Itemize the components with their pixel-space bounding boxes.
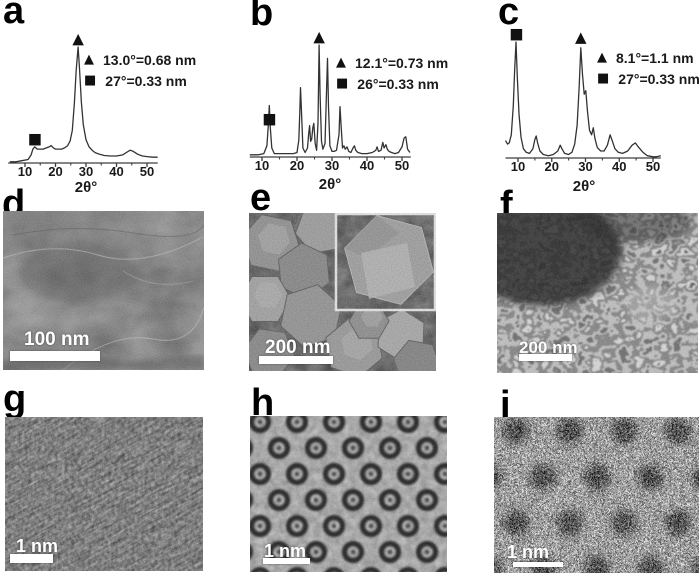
tem-image-i <box>494 417 699 573</box>
panel-label-a: a <box>3 0 25 32</box>
scale-bar-i <box>513 562 563 567</box>
svg-text:50: 50 <box>140 164 154 179</box>
scale-bar-e <box>259 356 333 364</box>
xrd-chart-c: 10 20 30 40 50 ■ ▲ <box>504 25 661 174</box>
svg-text:40: 40 <box>612 159 626 174</box>
triangle-marker-icon: ▲ <box>336 55 346 70</box>
svg-text:▲: ▲ <box>575 28 587 46</box>
square-marker-icon: ■ <box>336 76 349 91</box>
legend-row: ■ 26°=0.33 nm <box>336 73 448 94</box>
legend-a-line1: 13.0°=0.68 nm <box>103 51 197 68</box>
square-marker-icon: ■ <box>84 73 97 88</box>
svg-text:▲: ▲ <box>72 30 84 48</box>
scale-bar-label-e: 200 nm <box>265 337 331 358</box>
tem-image-h <box>250 416 447 572</box>
svg-text:50: 50 <box>646 159 660 174</box>
square-marker-icon: ■ <box>597 71 610 86</box>
scale-bar-g <box>10 554 53 563</box>
svg-text:▲: ▲ <box>313 28 325 46</box>
legend-c-line1: 8.1°=1.1 nm <box>616 49 694 66</box>
panel-label-i: i <box>500 384 511 426</box>
legend-row: ■ 27°=0.33 nm <box>84 70 196 91</box>
svg-text:40: 40 <box>109 164 123 179</box>
scale-bar-h <box>263 558 310 564</box>
x-axis-label-c: 2θ° <box>572 178 596 195</box>
svg-text:10: 10 <box>255 158 269 173</box>
legend-b-line1: 12.1°=0.73 nm <box>355 54 449 71</box>
xrd-chart-a: 10 20 30 40 50 ▲ ■ <box>8 30 158 179</box>
svg-text:30: 30 <box>79 164 93 179</box>
legend-b: ▲ 12.1°=0.73 nm ■ 26°=0.33 nm <box>336 52 448 94</box>
triangle-marker-icon: ▲ <box>84 52 94 67</box>
tem-image-g <box>5 417 203 571</box>
scale-bar-d <box>10 351 100 361</box>
scale-bar-label-h: 1 nm <box>264 541 307 561</box>
panel-label-h: h <box>251 382 275 424</box>
legend-c-line2: 27°=0.33 nm <box>618 70 700 87</box>
svg-text:■: ■ <box>262 109 276 127</box>
sem-image-f <box>497 213 698 373</box>
scale-bar-label-g: 1 nm <box>16 536 59 556</box>
triangle-marker-icon: ▲ <box>597 50 607 65</box>
legend-row: ■ 27°=0.33 nm <box>597 68 700 89</box>
panel-label-g: g <box>3 378 27 420</box>
svg-text:30: 30 <box>325 158 339 173</box>
legend-b-line2: 26°=0.33 nm <box>357 75 439 92</box>
x-axis-label-b: 2θ° <box>318 176 342 193</box>
svg-text:10: 10 <box>511 159 525 174</box>
svg-text:20: 20 <box>545 159 559 174</box>
x-axis-label-a: 2θ° <box>74 179 98 196</box>
sem-image-e <box>249 213 436 371</box>
legend-a-line2: 27°=0.33 nm <box>105 72 187 89</box>
svg-text:20: 20 <box>48 164 62 179</box>
scale-bar-label-d: 100 nm <box>24 329 90 350</box>
svg-text:40: 40 <box>360 158 374 173</box>
scale-bar-f <box>519 354 572 361</box>
panel-label-c: c <box>498 0 520 33</box>
panel-label-e: e <box>250 177 272 219</box>
scale-bar-label-i: 1 nm <box>507 542 550 562</box>
legend-row: ▲ 8.1°=1.1 nm <box>597 47 700 68</box>
legend-row: ▲ 12.1°=0.73 nm <box>336 52 448 73</box>
svg-text:■: ■ <box>509 25 523 43</box>
scale-bar-label-f: 200 nm <box>519 338 578 357</box>
svg-text:30: 30 <box>578 159 592 174</box>
legend-c: ▲ 8.1°=1.1 nm ■ 27°=0.33 nm <box>597 47 700 89</box>
svg-text:10: 10 <box>18 164 32 179</box>
legend-row: ▲ 13.0°=0.68 nm <box>84 49 196 70</box>
xrd-chart-b: 10 20 30 40 50 ▲ ■ <box>249 28 411 173</box>
svg-text:50: 50 <box>395 158 409 173</box>
svg-text:■: ■ <box>28 129 42 147</box>
panel-label-b: b <box>250 0 274 34</box>
legend-a: ▲ 13.0°=0.68 nm ■ 27°=0.33 nm <box>84 49 196 91</box>
svg-text:20: 20 <box>290 158 304 173</box>
